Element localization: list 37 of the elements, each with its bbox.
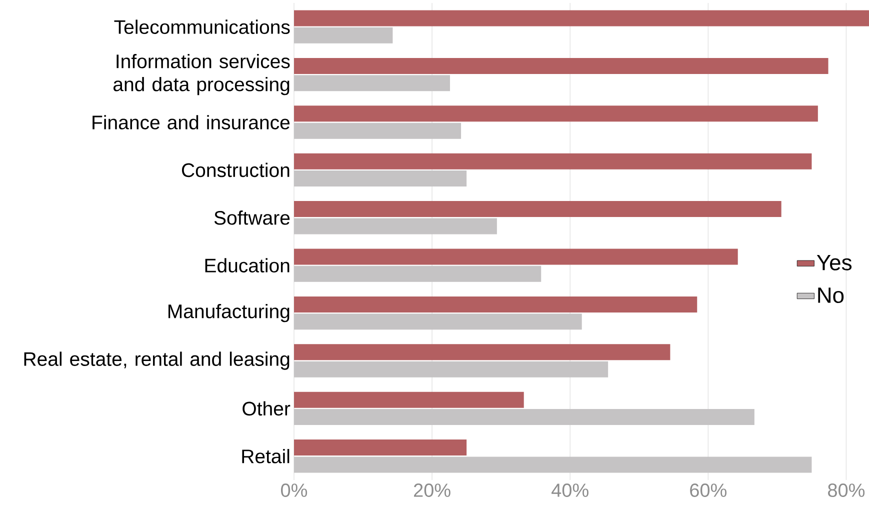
y-tick-label: Construction [182,162,290,178]
bar [294,170,467,187]
x-tick-label: 20% [414,484,450,497]
bar [294,314,582,330]
bar [294,392,524,408]
bar [294,440,467,456]
bar [294,106,818,122]
bar [294,201,782,218]
bar [294,153,812,170]
x-tick-label: 0% [281,484,308,497]
bar [294,10,869,26]
y-tick-label: Education [205,258,290,272]
y-tick-label: Telecommunications [114,20,290,34]
y-tick-label: Manufacturing [168,304,290,322]
x-tick-label: 80% [828,484,865,497]
y-tick-label: Retail [242,448,290,464]
y-tick-label: Software [214,210,290,225]
legend-label: No [818,288,844,304]
bar [294,27,393,44]
bar [294,58,828,74]
y-tick-label: Real estate, rental and leasing [24,352,290,370]
x-tick-label: 40% [552,484,588,497]
bar [294,361,608,378]
bar [294,122,462,139]
bar [294,248,738,265]
bar [294,75,450,92]
y-tick-label: Finance and insurance [92,115,290,130]
bar [294,266,542,282]
bar [294,296,698,312]
y-tick-label: Information services and data processing [114,54,290,96]
y-tick-label: Other [242,401,290,416]
bar [294,456,812,473]
x-tick-label: 60% [690,484,726,497]
bar [294,409,754,426]
legend-label: Yes [816,255,852,270]
bar [294,218,497,234]
bar [294,344,670,360]
